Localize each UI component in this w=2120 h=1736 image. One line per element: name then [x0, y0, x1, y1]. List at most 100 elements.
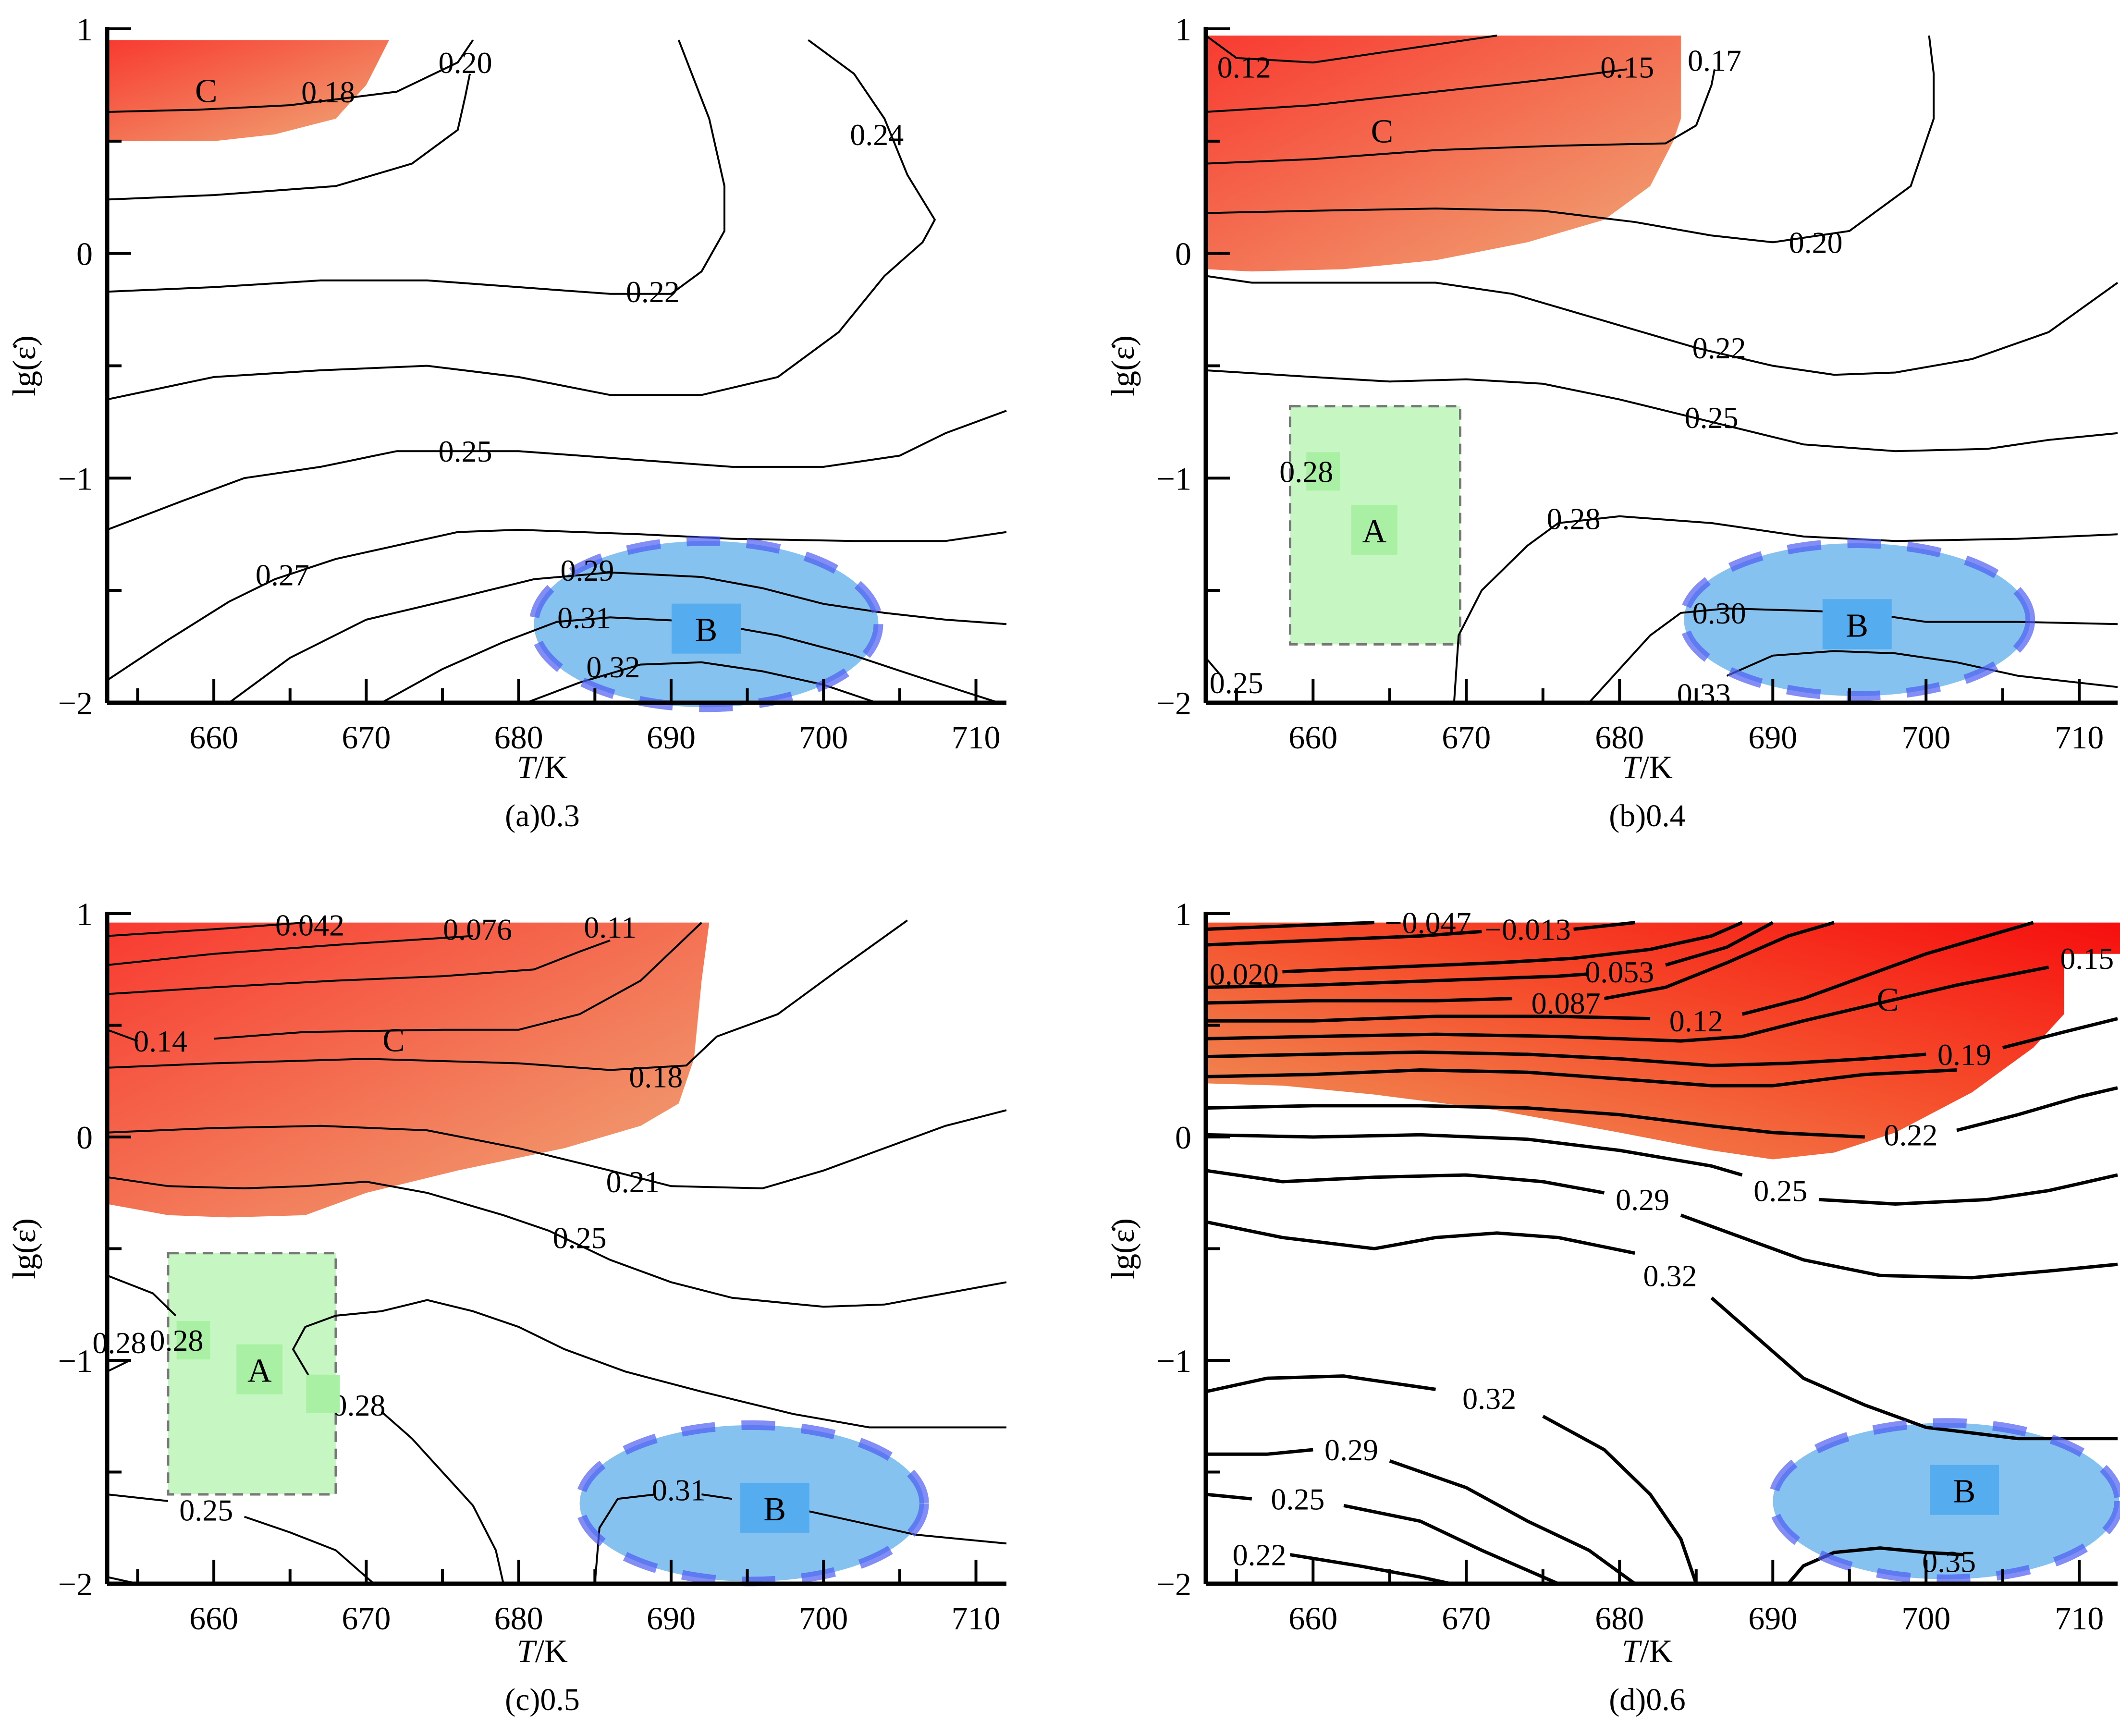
region-label-c: C	[195, 73, 218, 110]
contour-line	[1665, 921, 1774, 967]
x-tick-label: 690	[1748, 1600, 1797, 1637]
contour-line	[1205, 68, 1628, 113]
contour-label: 0.31	[652, 1473, 706, 1507]
contour-line	[107, 39, 725, 295]
contour-line	[1453, 515, 2118, 703]
contour-label: 0.25	[1271, 1482, 1324, 1516]
contour-line	[1573, 921, 1635, 931]
contour-line	[107, 1274, 177, 1317]
y-tick-label: 1	[1175, 11, 1191, 48]
contour-line	[107, 921, 306, 937]
y-axis-title: lg(ε̇)	[1104, 335, 1141, 396]
region-a-label-bg	[1351, 504, 1397, 555]
x-axis-title-unit: /K	[535, 1633, 568, 1669]
region-label-c: C	[1371, 113, 1393, 150]
region-label-c: C	[382, 1022, 405, 1059]
x-axis-title-unit: /K	[1640, 749, 1673, 785]
region-label-b: B	[695, 612, 718, 649]
region-a-sublabel-bg	[176, 1321, 210, 1360]
contour-label: 0.20	[439, 46, 492, 80]
x-tick-label: 670	[342, 1600, 391, 1637]
region-b-outline	[1768, 1418, 2120, 1584]
contour-line	[1787, 1546, 1965, 1585]
contour-label: 0.15	[2060, 941, 2114, 976]
contour-label: −0.013	[1484, 913, 1571, 947]
contour-line	[107, 410, 1007, 531]
y-axis-title: lg(ε̇)	[1104, 1218, 1141, 1279]
panel-caption: (d)0.6	[1609, 1682, 1685, 1717]
region-a-sublabel-bg	[306, 1374, 340, 1413]
x-tick-label: 660	[189, 719, 238, 756]
y-tick-label: 0	[76, 236, 93, 272]
x-axis-title-var: T	[1622, 1633, 1642, 1669]
contour-line	[1205, 1374, 1436, 1394]
contour-label: 0.29	[1324, 1433, 1378, 1467]
contour-label: 0.28	[150, 1323, 204, 1357]
contour-label: 0.19	[1937, 1038, 1991, 1072]
instability-region-c	[107, 40, 389, 141]
contour-line	[1588, 607, 2118, 704]
contour-line	[594, 1493, 656, 1584]
contour-label: 0.25	[179, 1493, 233, 1528]
region-b-outline	[529, 536, 883, 712]
x-tick-label: 670	[1442, 1600, 1491, 1637]
contour-line	[1389, 1459, 1636, 1585]
region-a-label-bg	[236, 1344, 283, 1394]
contour-line	[1205, 35, 1935, 244]
contour-label: 0.25	[553, 1221, 607, 1255]
y-tick-label: 0	[1175, 1119, 1191, 1156]
x-axis-title: T/K	[517, 1633, 568, 1669]
x-axis-title: T/K	[1622, 749, 1673, 785]
region-label-b: B	[763, 1491, 786, 1528]
contour-label: 0.30	[1692, 596, 1746, 630]
contour-line	[1206, 1015, 1651, 1023]
x-tick-label: 670	[342, 719, 391, 756]
contour-line	[1205, 35, 1497, 64]
contour-line	[1206, 1448, 1313, 1456]
panel-caption: (b)0.4	[1609, 798, 1685, 833]
contour-label: 0.053	[1585, 955, 1654, 989]
region-b-label-bg	[1822, 599, 1892, 649]
contour-line	[1205, 1050, 1926, 1067]
contour-line	[1205, 657, 1222, 677]
contour-label: 0.29	[560, 553, 614, 587]
x-tick-label: 690	[1748, 719, 1797, 756]
contour-label: 0.33	[1677, 677, 1731, 711]
contour-label: 0.18	[629, 1060, 683, 1094]
x-tick-label: 660	[1288, 719, 1337, 756]
x-tick-label: 710	[952, 1600, 1001, 1637]
contour-label: 0.020	[1210, 957, 1279, 991]
x-tick-label: 710	[2055, 1600, 2104, 1637]
contour-line	[1710, 1296, 2118, 1441]
region-b-outline	[1679, 538, 2035, 701]
x-axis-title: T/K	[1622, 1633, 1673, 1669]
contour-label: 0.31	[557, 600, 611, 635]
contour-line	[1205, 1492, 1252, 1501]
x-tick-label: 690	[647, 1600, 696, 1637]
contour-line	[1726, 650, 2118, 688]
contour-line	[1741, 921, 2034, 1016]
panel-b: 0.12 0.15 0.170.200.220.250.280.300.330.25…	[1104, 11, 2119, 833]
contour-label: 0.22	[1233, 1538, 1287, 1572]
y-tick-label: −1	[1157, 1343, 1191, 1379]
x-axis-title-var: T	[517, 1633, 537, 1669]
x-tick-label: 700	[799, 1600, 848, 1637]
contour-label: −0.047	[1385, 906, 1471, 940]
panel-a: 0.18 0.20 0.22 0.24 0.25 0.27 0.29 0.31 0.32 C B 66…	[6, 11, 1007, 833]
y-tick-label: −1	[1157, 460, 1191, 497]
contour-line	[1604, 921, 1835, 1001]
x-axis-title: T/K	[517, 749, 568, 785]
y-tick-label: −2	[58, 1566, 93, 1602]
contour-line	[107, 1359, 131, 1373]
x-tick-label: 660	[1288, 1600, 1337, 1637]
contour-line	[107, 39, 936, 401]
x-tick-label: 680	[1595, 1600, 1644, 1637]
contour-line	[1680, 1213, 2118, 1280]
contour-line	[1205, 69, 1716, 165]
x-tick-label: 660	[189, 1600, 238, 1637]
y-tick-label: −1	[58, 1343, 93, 1379]
contour-label: 0.18	[301, 75, 355, 109]
region-label-a: A	[247, 1353, 272, 1390]
contour-label: 0.25	[1685, 401, 1739, 435]
contour-label: 0.042	[275, 908, 344, 942]
